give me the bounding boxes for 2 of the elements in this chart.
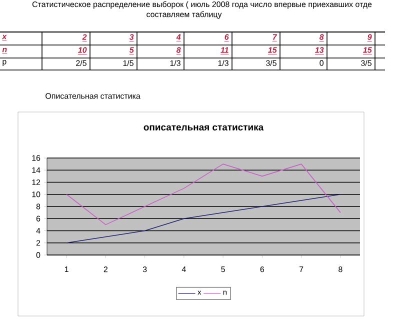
chart-title: описательная статистика bbox=[144, 125, 264, 131]
line-series bbox=[66, 164, 341, 226]
